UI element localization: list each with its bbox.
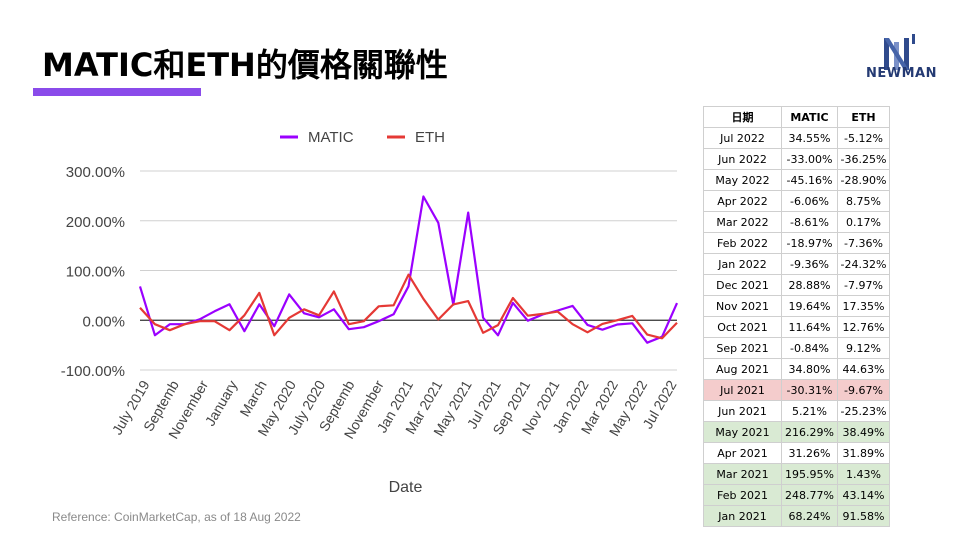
cell-matic: 68.24%	[781, 505, 838, 527]
cell-eth: 17.35%	[837, 295, 890, 317]
table-row: Mar 2022 -8.61% 0.17%	[703, 211, 890, 233]
legend-label-eth: ETH	[415, 129, 445, 146]
cell-matic: 195.95%	[781, 463, 838, 485]
cell-eth: -25.23%	[837, 400, 890, 422]
cell-date: Jun 2021	[703, 400, 782, 422]
table-row: Sep 2021 -0.84% 9.12%	[703, 337, 890, 359]
table-row: Oct 2021 11.64% 12.76%	[703, 316, 890, 338]
cell-date: Feb 2022	[703, 232, 782, 254]
cell-matic: -9.36%	[781, 253, 838, 275]
series-line-eth	[139, 273, 678, 340]
cell-eth: 8.75%	[837, 190, 890, 212]
table-row: Jul 2021 -30.31% -9.67%	[703, 379, 890, 401]
cell-eth: 31.89%	[837, 442, 890, 464]
cell-eth: -7.97%	[837, 274, 890, 296]
cell-date: Apr 2021	[703, 442, 782, 464]
cell-eth: -9.67%	[837, 379, 890, 401]
cell-date: May 2021	[703, 421, 782, 443]
cell-date: Nov 2021	[703, 295, 782, 317]
cell-date: May 2022	[703, 169, 782, 191]
header-matic: MATIC	[781, 106, 838, 128]
table-row: Jan 2022 -9.36% -24.32%	[703, 253, 890, 275]
cell-date: Apr 2022	[703, 190, 782, 212]
cell-date: Oct 2021	[703, 316, 782, 338]
cell-date: Feb 2021	[703, 484, 782, 506]
y-tick-label: 300.00%	[66, 164, 125, 181]
cell-matic: -45.16%	[781, 169, 838, 191]
series-line-matic	[138, 195, 679, 344]
cell-eth: 44.63%	[837, 358, 890, 380]
cell-matic: 248.77%	[781, 484, 838, 506]
cell-eth: -7.36%	[837, 232, 890, 254]
cell-date: Jan 2021	[703, 505, 782, 527]
table-row: Apr 2022 -6.06% 8.75%	[703, 190, 890, 212]
logo-text: NEWMAN	[866, 66, 937, 81]
cell-date: Jul 2021	[703, 379, 782, 401]
y-tick-label: 0.00%	[82, 313, 125, 330]
cell-eth: 9.12%	[837, 337, 890, 359]
line-chart: 300.00%200.00%100.00%0.00%-100.00%July 2…	[61, 129, 680, 496]
cell-matic: 34.55%	[781, 127, 838, 149]
cell-matic: -6.06%	[781, 190, 838, 212]
cell-date: Jan 2022	[703, 253, 782, 275]
cell-date: Aug 2021	[703, 358, 782, 380]
y-tick-label: 100.00%	[66, 264, 125, 281]
cell-matic: 19.64%	[781, 295, 838, 317]
title-underline	[33, 88, 201, 96]
cell-eth: 38.49%	[837, 421, 890, 443]
reference-note: Reference: CoinMarketCap, as of 18 Aug 2…	[52, 510, 301, 524]
y-tick-label: -100.00%	[61, 363, 125, 380]
table-row: Jan 2021 68.24% 91.58%	[703, 505, 890, 527]
cell-date: Jun 2022	[703, 148, 782, 170]
cell-date: Jul 2022	[703, 127, 782, 149]
table-row: Apr 2021 31.26% 31.89%	[703, 442, 890, 464]
cell-eth: 43.14%	[837, 484, 890, 506]
cell-matic: 31.26%	[781, 442, 838, 464]
y-tick-label: 200.00%	[66, 214, 125, 231]
cell-eth: 12.76%	[837, 316, 890, 338]
cell-matic: -0.84%	[781, 337, 838, 359]
cell-matic: -18.97%	[781, 232, 838, 254]
cell-matic: 5.21%	[781, 400, 838, 422]
cell-eth: -36.25%	[837, 148, 890, 170]
cell-date: Sep 2021	[703, 337, 782, 359]
table-row: Jul 2022 34.55% -5.12%	[703, 127, 890, 149]
table-row: Jun 2022 -33.00% -36.25%	[703, 148, 890, 170]
cell-matic: -8.61%	[781, 211, 838, 233]
cell-eth: -28.90%	[837, 169, 890, 191]
cell-matic: 28.88%	[781, 274, 838, 296]
cell-eth: 91.58%	[837, 505, 890, 527]
data-table: 日期 MATIC ETH Jul 2022 34.55% -5.12% Jun 202…	[703, 106, 890, 527]
cell-matic: 216.29%	[781, 421, 838, 443]
cell-matic: 11.64%	[781, 316, 838, 338]
table-row: Mar 2021 195.95% 1.43%	[703, 463, 890, 485]
cell-matic: -30.31%	[781, 379, 838, 401]
table-row: Nov 2021 19.64% 17.35%	[703, 295, 890, 317]
table-header-row: 日期 MATIC ETH	[703, 106, 890, 128]
header-date: 日期	[703, 106, 782, 128]
cell-matic: -33.00%	[781, 148, 838, 170]
cell-eth: 1.43%	[837, 463, 890, 485]
table-row: Aug 2021 34.80% 44.63%	[703, 358, 890, 380]
x-axis-title: Date	[389, 479, 423, 496]
table-row: May 2021 216.29% 38.49%	[703, 421, 890, 443]
header-eth: ETH	[837, 106, 890, 128]
newman-logo-icon	[884, 34, 915, 70]
cell-date: Mar 2022	[703, 211, 782, 233]
cell-eth: 0.17%	[837, 211, 890, 233]
table-row: Feb 2021 248.77% 43.14%	[703, 484, 890, 506]
table-row: Dec 2021 28.88% -7.97%	[703, 274, 890, 296]
page-title: MATIC和ETH的價格關聯性	[42, 46, 448, 84]
table-row: Feb 2022 -18.97% -7.36%	[703, 232, 890, 254]
cell-date: Mar 2021	[703, 463, 782, 485]
table-row: May 2022 -45.16% -28.90%	[703, 169, 890, 191]
cell-matic: 34.80%	[781, 358, 838, 380]
legend-label-matic: MATIC	[308, 129, 354, 146]
cell-eth: -24.32%	[837, 253, 890, 275]
cell-date: Dec 2021	[703, 274, 782, 296]
cell-eth: -5.12%	[837, 127, 890, 149]
table-row: Jun 2021 5.21% -25.23%	[703, 400, 890, 422]
